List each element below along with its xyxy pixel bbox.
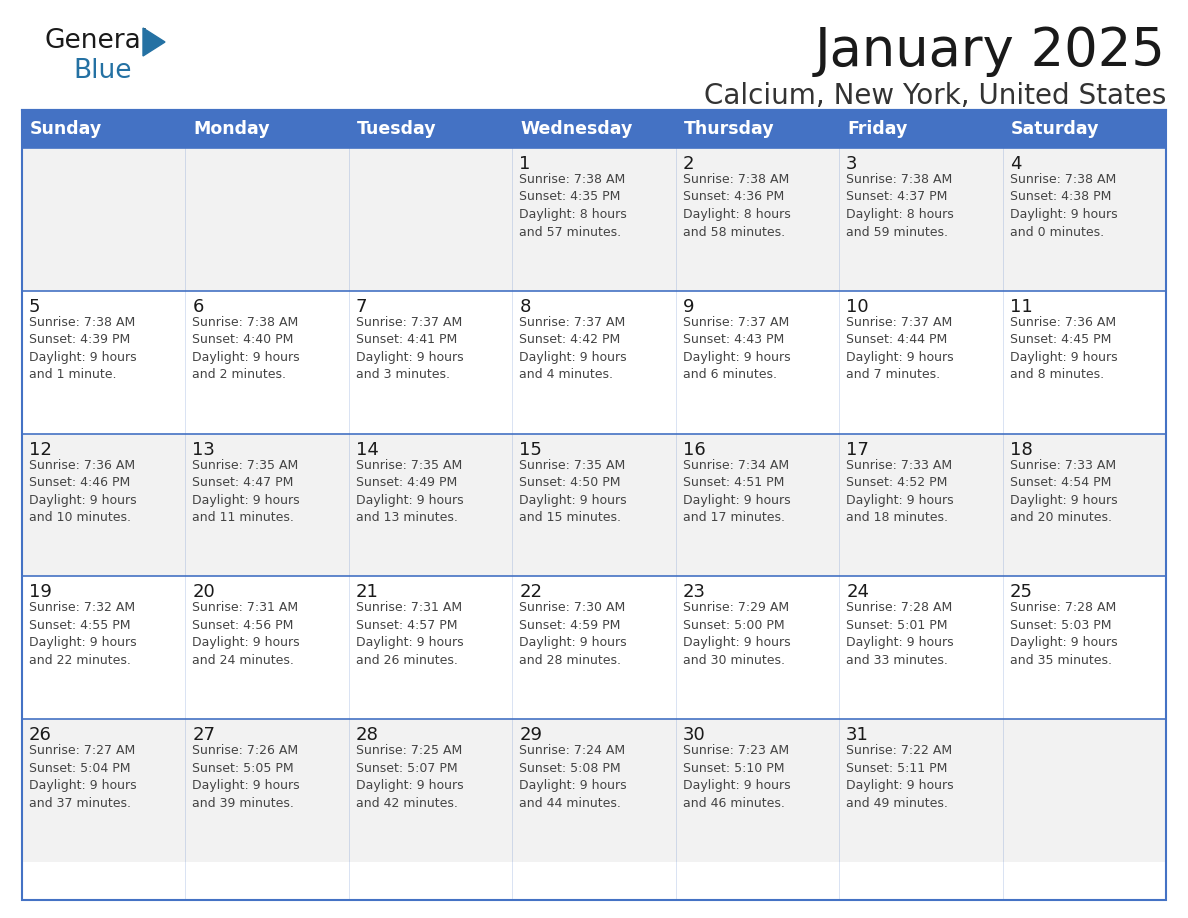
Text: Sunrise: 7:34 AM
Sunset: 4:51 PM
Daylight: 9 hours
and 17 minutes.: Sunrise: 7:34 AM Sunset: 4:51 PM Dayligh… [683,459,790,524]
Text: 29: 29 [519,726,542,744]
Bar [23,433,1165,577]
Text: Sunrise: 7:24 AM
Sunset: 5:08 PM
Daylight: 9 hours
and 44 minutes.: Sunrise: 7:24 AM Sunset: 5:08 PM Dayligh… [519,744,627,810]
Text: Sunrise: 7:37 AM
Sunset: 4:41 PM
Daylight: 9 hours
and 3 minutes.: Sunrise: 7:37 AM Sunset: 4:41 PM Dayligh… [356,316,463,381]
Text: 13: 13 [192,441,215,459]
Text: Sunrise: 7:28 AM
Sunset: 5:01 PM
Daylight: 9 hours
and 33 minutes.: Sunrise: 7:28 AM Sunset: 5:01 PM Dayligh… [846,601,954,666]
Text: General: General [45,28,150,54]
Text: Blue: Blue [72,58,132,84]
Bar [23,719,1165,862]
Text: Sunrise: 7:33 AM
Sunset: 4:52 PM
Daylight: 9 hours
and 18 minutes.: Sunrise: 7:33 AM Sunset: 4:52 PM Dayligh… [846,459,954,524]
Text: 18: 18 [1010,441,1032,459]
Text: Tuesday: Tuesday [356,120,436,138]
Text: 7: 7 [356,297,367,316]
Text: Sunrise: 7:31 AM
Sunset: 4:56 PM
Daylight: 9 hours
and 24 minutes.: Sunrise: 7:31 AM Sunset: 4:56 PM Dayligh… [192,601,301,666]
Text: 21: 21 [356,584,379,601]
Text: 4: 4 [1010,155,1020,173]
Text: 12: 12 [29,441,52,459]
Text: Sunrise: 7:37 AM
Sunset: 4:43 PM
Daylight: 9 hours
and 6 minutes.: Sunrise: 7:37 AM Sunset: 4:43 PM Dayligh… [683,316,790,381]
Text: 27: 27 [192,726,215,744]
Text: Sunrise: 7:38 AM
Sunset: 4:37 PM
Daylight: 8 hours
and 59 minutes.: Sunrise: 7:38 AM Sunset: 4:37 PM Dayligh… [846,173,954,239]
Text: Sunrise: 7:38 AM
Sunset: 4:36 PM
Daylight: 8 hours
and 58 minutes.: Sunrise: 7:38 AM Sunset: 4:36 PM Dayligh… [683,173,790,239]
Text: 31: 31 [846,726,868,744]
Text: Saturday: Saturday [1011,120,1099,138]
Text: 8: 8 [519,297,531,316]
Text: 11: 11 [1010,297,1032,316]
Text: Sunrise: 7:33 AM
Sunset: 4:54 PM
Daylight: 9 hours
and 20 minutes.: Sunrise: 7:33 AM Sunset: 4:54 PM Dayligh… [1010,459,1117,524]
Bar [23,148,1165,291]
Bar [23,577,1165,719]
Text: 24: 24 [846,584,870,601]
Text: Calcium, New York, United States: Calcium, New York, United States [703,82,1165,110]
Text: Sunrise: 7:38 AM
Sunset: 4:39 PM
Daylight: 9 hours
and 1 minute.: Sunrise: 7:38 AM Sunset: 4:39 PM Dayligh… [29,316,137,381]
Polygon shape [143,28,165,56]
Text: Sunrise: 7:23 AM
Sunset: 5:10 PM
Daylight: 9 hours
and 46 minutes.: Sunrise: 7:23 AM Sunset: 5:10 PM Dayligh… [683,744,790,810]
Text: Sunrise: 7:25 AM
Sunset: 5:07 PM
Daylight: 9 hours
and 42 minutes.: Sunrise: 7:25 AM Sunset: 5:07 PM Dayligh… [356,744,463,810]
Text: 23: 23 [683,584,706,601]
Bar [23,110,1165,148]
Text: Sunrise: 7:26 AM
Sunset: 5:05 PM
Daylight: 9 hours
and 39 minutes.: Sunrise: 7:26 AM Sunset: 5:05 PM Dayligh… [192,744,301,810]
Text: 19: 19 [29,584,52,601]
Text: 10: 10 [846,297,868,316]
Bar [23,110,1165,900]
Text: Wednesday: Wednesday [520,120,633,138]
Text: 3: 3 [846,155,858,173]
Text: Sunrise: 7:31 AM
Sunset: 4:57 PM
Daylight: 9 hours
and 26 minutes.: Sunrise: 7:31 AM Sunset: 4:57 PM Dayligh… [356,601,463,666]
Text: Sunday: Sunday [30,120,102,138]
Text: Sunrise: 7:38 AM
Sunset: 4:35 PM
Daylight: 8 hours
and 57 minutes.: Sunrise: 7:38 AM Sunset: 4:35 PM Dayligh… [519,173,627,239]
Text: Sunrise: 7:35 AM
Sunset: 4:49 PM
Daylight: 9 hours
and 13 minutes.: Sunrise: 7:35 AM Sunset: 4:49 PM Dayligh… [356,459,463,524]
Text: Sunrise: 7:35 AM
Sunset: 4:47 PM
Daylight: 9 hours
and 11 minutes.: Sunrise: 7:35 AM Sunset: 4:47 PM Dayligh… [192,459,301,524]
Text: Sunrise: 7:38 AM
Sunset: 4:38 PM
Daylight: 9 hours
and 0 minutes.: Sunrise: 7:38 AM Sunset: 4:38 PM Dayligh… [1010,173,1117,239]
Text: Sunrise: 7:36 AM
Sunset: 4:46 PM
Daylight: 9 hours
and 10 minutes.: Sunrise: 7:36 AM Sunset: 4:46 PM Dayligh… [29,459,137,524]
Text: Sunrise: 7:28 AM
Sunset: 5:03 PM
Daylight: 9 hours
and 35 minutes.: Sunrise: 7:28 AM Sunset: 5:03 PM Dayligh… [1010,601,1117,666]
Text: Sunrise: 7:32 AM
Sunset: 4:55 PM
Daylight: 9 hours
and 22 minutes.: Sunrise: 7:32 AM Sunset: 4:55 PM Dayligh… [29,601,137,666]
Text: 28: 28 [356,726,379,744]
Text: Monday: Monday [194,120,270,138]
Text: 16: 16 [683,441,706,459]
Text: Thursday: Thursday [684,120,775,138]
Text: Sunrise: 7:27 AM
Sunset: 5:04 PM
Daylight: 9 hours
and 37 minutes.: Sunrise: 7:27 AM Sunset: 5:04 PM Dayligh… [29,744,137,810]
Text: 15: 15 [519,441,542,459]
Text: 1: 1 [519,155,531,173]
Text: January 2025: January 2025 [815,25,1165,77]
Bar [23,291,1165,433]
Text: 25: 25 [1010,584,1032,601]
Text: 2: 2 [683,155,694,173]
Text: 5: 5 [29,297,40,316]
Text: 14: 14 [356,441,379,459]
Text: Friday: Friday [847,120,908,138]
Text: 26: 26 [29,726,52,744]
Text: Sunrise: 7:37 AM
Sunset: 4:42 PM
Daylight: 9 hours
and 4 minutes.: Sunrise: 7:37 AM Sunset: 4:42 PM Dayligh… [519,316,627,381]
Text: 17: 17 [846,441,868,459]
Text: 9: 9 [683,297,694,316]
Text: Sunrise: 7:37 AM
Sunset: 4:44 PM
Daylight: 9 hours
and 7 minutes.: Sunrise: 7:37 AM Sunset: 4:44 PM Dayligh… [846,316,954,381]
Text: 30: 30 [683,726,706,744]
Text: Sunrise: 7:38 AM
Sunset: 4:40 PM
Daylight: 9 hours
and 2 minutes.: Sunrise: 7:38 AM Sunset: 4:40 PM Dayligh… [192,316,301,381]
Text: 22: 22 [519,584,542,601]
Text: Sunrise: 7:30 AM
Sunset: 4:59 PM
Daylight: 9 hours
and 28 minutes.: Sunrise: 7:30 AM Sunset: 4:59 PM Dayligh… [519,601,627,666]
Text: Sunrise: 7:36 AM
Sunset: 4:45 PM
Daylight: 9 hours
and 8 minutes.: Sunrise: 7:36 AM Sunset: 4:45 PM Dayligh… [1010,316,1117,381]
Text: Sunrise: 7:35 AM
Sunset: 4:50 PM
Daylight: 9 hours
and 15 minutes.: Sunrise: 7:35 AM Sunset: 4:50 PM Dayligh… [519,459,627,524]
Text: Sunrise: 7:22 AM
Sunset: 5:11 PM
Daylight: 9 hours
and 49 minutes.: Sunrise: 7:22 AM Sunset: 5:11 PM Dayligh… [846,744,954,810]
Text: 20: 20 [192,584,215,601]
Text: 6: 6 [192,297,204,316]
Text: Sunrise: 7:29 AM
Sunset: 5:00 PM
Daylight: 9 hours
and 30 minutes.: Sunrise: 7:29 AM Sunset: 5:00 PM Dayligh… [683,601,790,666]
